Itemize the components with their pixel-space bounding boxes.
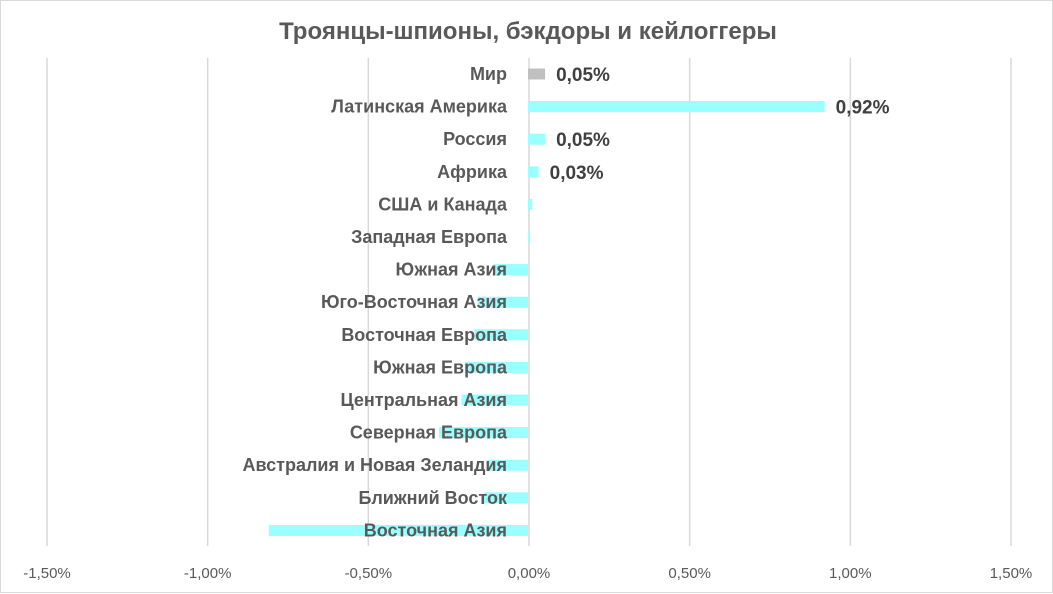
x-tick-label: 1,50% xyxy=(990,565,1033,582)
category-label: Австралия и Новая Зеландия xyxy=(243,455,507,475)
category-label: Мир xyxy=(470,64,507,84)
bar xyxy=(528,166,539,178)
bar xyxy=(493,264,528,276)
category-label: США и Канада xyxy=(378,194,508,214)
data-label: 0,05% xyxy=(556,130,610,151)
data-labels: 0,05% 0,92% 0,05% 0,03% xyxy=(550,65,890,184)
category-label: Восточная Европа xyxy=(341,325,508,345)
bar xyxy=(268,524,528,536)
bar xyxy=(461,394,528,406)
x-tick-label: -1,00% xyxy=(184,565,232,582)
x-tick-label: -1,50% xyxy=(23,565,71,582)
x-axis-ticks: -1,50% -1,00% -0,50% 0,00% 0,50% 1,00% 1,50% xyxy=(23,565,1032,582)
bar xyxy=(464,361,528,373)
data-label: 0,03% xyxy=(550,163,604,184)
x-tick-label: -0,50% xyxy=(345,565,393,582)
category-label: Южная Азия xyxy=(396,260,507,280)
bar xyxy=(528,133,546,145)
gridlines xyxy=(46,58,1012,546)
category-label: Латинская Америка xyxy=(331,97,508,117)
x-tick-label: 1,00% xyxy=(829,565,872,582)
category-label: Россия xyxy=(443,129,507,149)
x-tick-label: 0,00% xyxy=(508,565,551,582)
bar xyxy=(474,329,528,341)
bar xyxy=(528,68,546,80)
bar xyxy=(487,459,528,471)
bar xyxy=(484,492,528,504)
category-label: Северная Европа xyxy=(350,423,508,443)
category-label: Западная Европа xyxy=(351,227,508,247)
category-label: Юго-Восточная Азия xyxy=(321,292,507,312)
bar xyxy=(528,198,533,210)
bars xyxy=(268,68,825,536)
category-label: Южная Европа xyxy=(373,357,508,377)
bar xyxy=(528,231,529,243)
category-label: Африка xyxy=(437,162,508,182)
data-label: 0,05% xyxy=(556,65,610,86)
x-tick-label: 0,50% xyxy=(668,565,711,582)
chart-title: Троянцы-шпионы, бэкдоры и кейлоггеры xyxy=(279,18,777,45)
bar xyxy=(477,296,528,308)
category-label: Ближний Восток xyxy=(358,488,508,508)
category-label: Восточная Азия xyxy=(364,520,507,540)
bar xyxy=(439,427,528,439)
category-label: Центральная Азия xyxy=(341,390,507,410)
bar xyxy=(528,101,825,113)
data-label: 0,92% xyxy=(836,98,890,119)
category-labels: Мир Латинская Америка Россия Африка США и Ка… xyxy=(243,64,508,540)
